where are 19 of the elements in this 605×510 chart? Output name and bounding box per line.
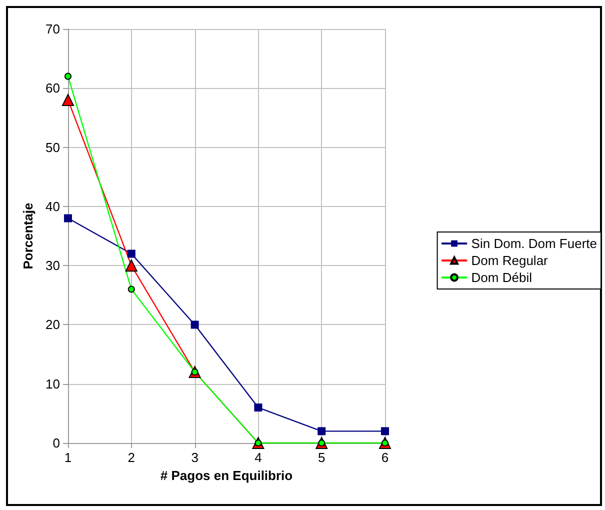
y-tick-label: 50 (46, 140, 60, 155)
y-tick-label: 60 (46, 80, 60, 96)
y-tick-label: 0 (52, 436, 60, 450)
x-tick-label: 1 (64, 450, 72, 465)
x-tick-label: 2 (128, 450, 136, 465)
x-axis-title: # Pagos en Equilibrio (160, 468, 293, 483)
legend-label: Sin Dom. Dom Fuerte (471, 236, 597, 251)
y-tick-label: 40 (46, 198, 60, 214)
y-tick-label: 20 (46, 317, 60, 332)
legend-label: Dom Débil (471, 270, 532, 285)
y-tick-label: 30 (46, 258, 60, 274)
y-tick-label: 10 (46, 376, 60, 392)
x-tick-label: 5 (318, 450, 326, 465)
x-tick-label: 4 (254, 450, 262, 465)
x-tick-label: 6 (381, 450, 389, 465)
legend-label: Dom Regular (471, 253, 549, 268)
x-tick-label: 3 (191, 450, 198, 465)
y-tick-label: 70 (46, 22, 60, 36)
y-axis-title: Porcentaje (20, 202, 36, 270)
